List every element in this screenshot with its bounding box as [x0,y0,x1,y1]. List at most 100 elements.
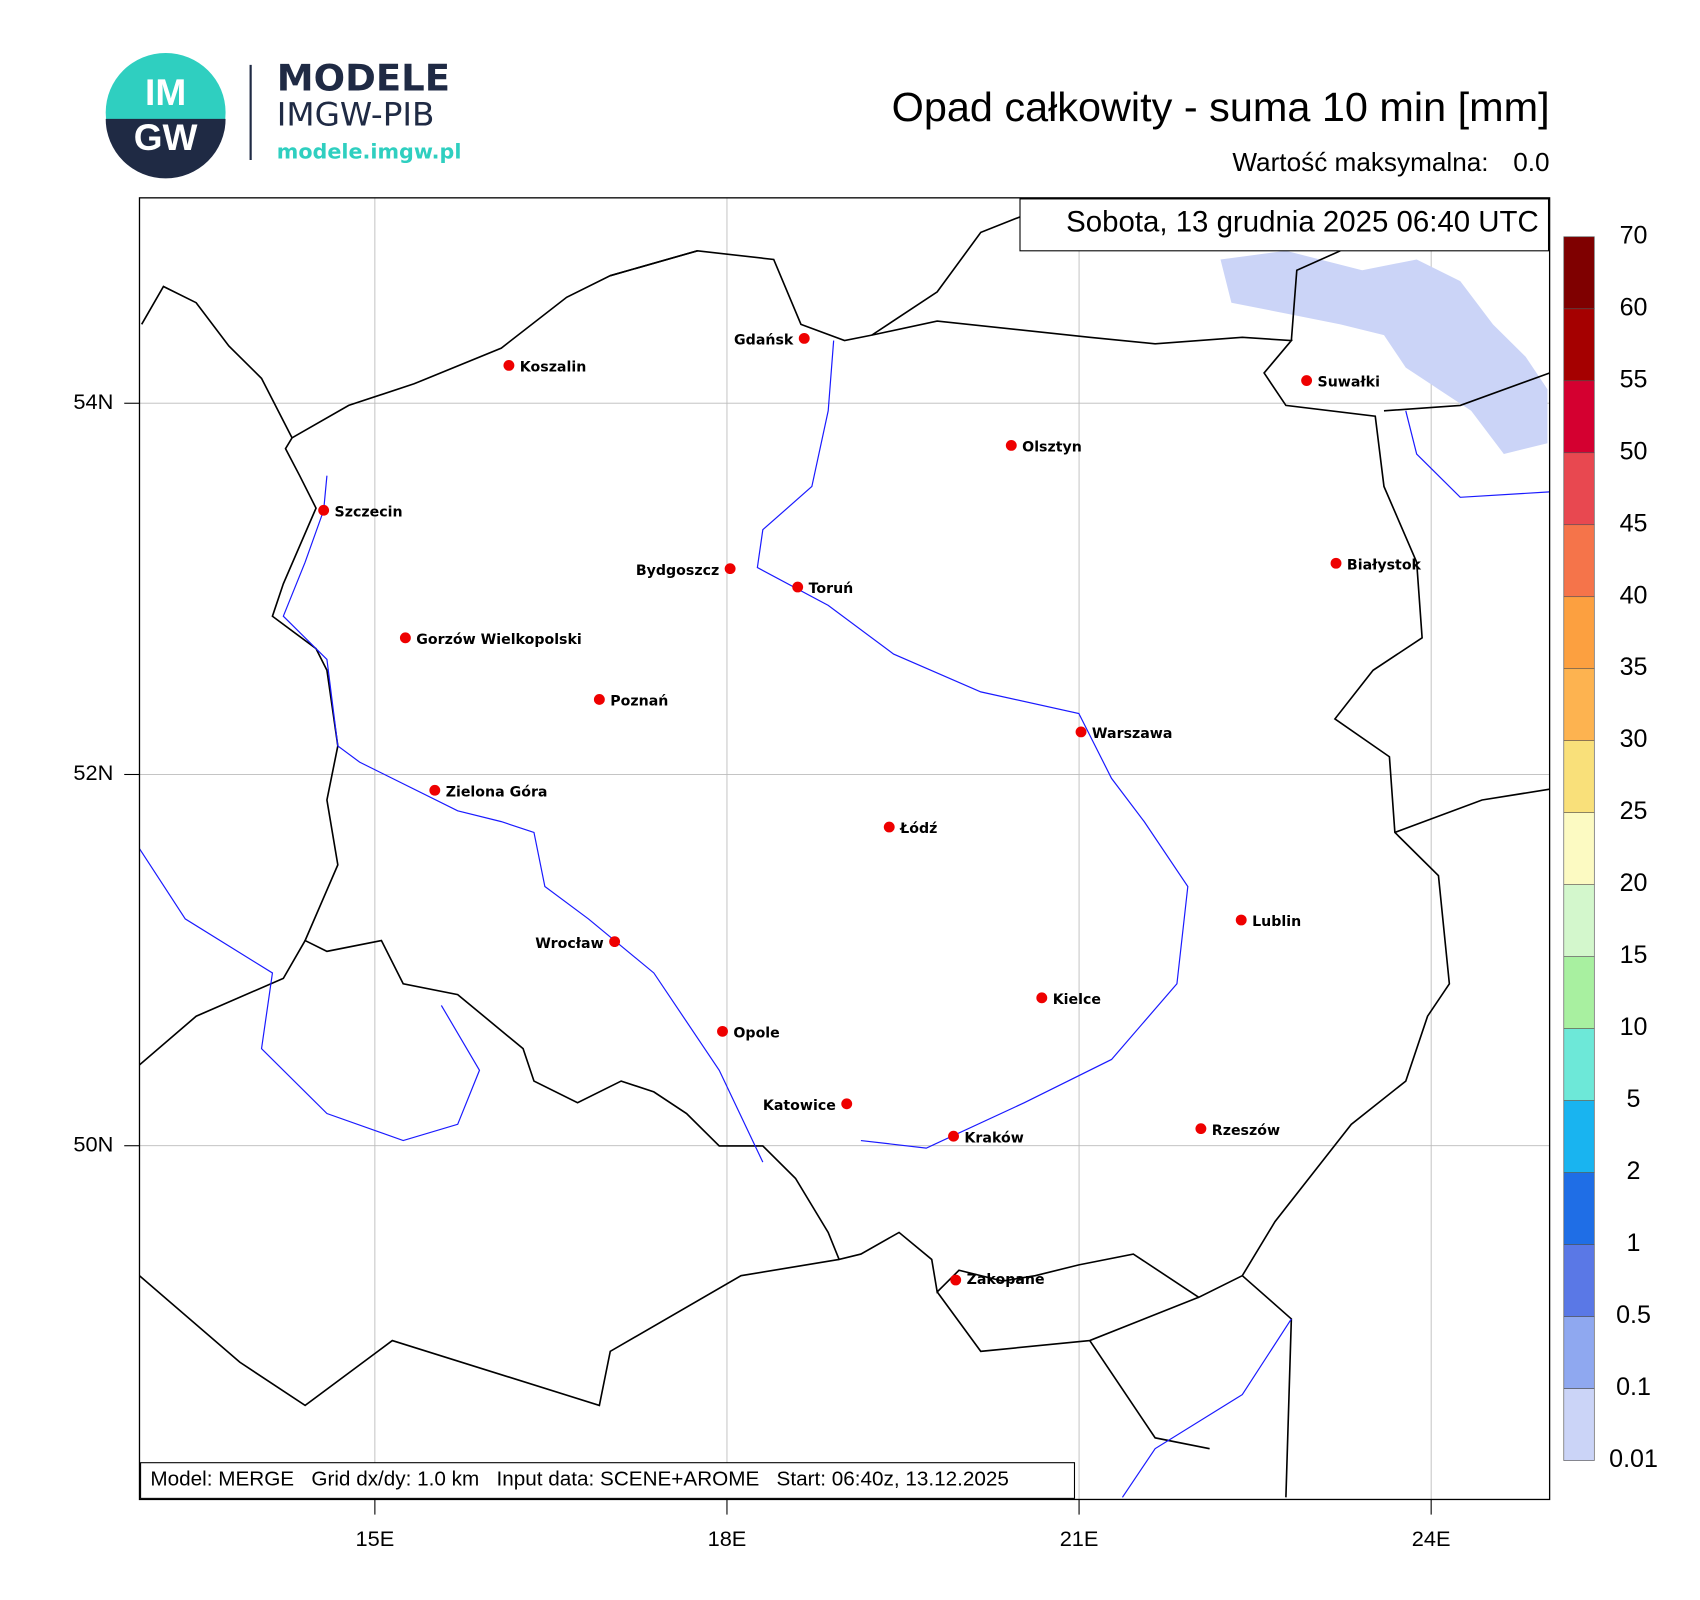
coast [140,210,1036,439]
lat-tick-label: 54N [73,389,113,414]
city-label: Warszawa [1092,726,1173,742]
city-label: Kielce [1053,992,1101,1008]
city: Zakopane [950,1272,1045,1288]
lon-tick-label: 21E [1060,1526,1099,1551]
city-label: Gdańsk [734,333,794,349]
city-dot [503,360,515,371]
city-label: Szczecin [335,504,403,520]
colorbar-label: 10 [1620,1013,1648,1041]
city: Gorzów Wielkopolski [399,632,582,648]
lat-tick-label: 52N [73,760,113,785]
city-dot [798,332,810,344]
city-label: Łódź [899,821,937,837]
city-dot [792,581,804,593]
colorbar-label: 1 [1627,1229,1641,1257]
colorbar-segment [1563,812,1595,885]
colorbar-segment [1563,380,1595,454]
colorbar-segment [1563,1028,1595,1101]
colorbar-label: 15 [1620,941,1648,969]
city-label: Olsztyn [1022,440,1082,456]
city-dot [609,936,621,948]
city-label: Poznań [610,694,668,710]
colorbar-label: 30 [1620,725,1648,753]
city: Kielce [1036,992,1101,1008]
city: Poznań [593,694,668,710]
lon-tick-label: 15E [355,1526,394,1551]
city-label: Suwałki [1318,375,1380,391]
city: Gdańsk [734,333,810,349]
vistula [756,340,1189,1149]
city-dot [883,821,895,833]
city-dot [318,504,330,516]
colorbar-label: 0.1 [1616,1373,1651,1401]
city-label: Toruń [809,581,854,597]
city: Warszawa [1075,726,1173,742]
colorbar-label: 2 [1627,1157,1641,1185]
colorbar-label: 25 [1620,797,1648,825]
city-dot [1330,557,1342,569]
city: Koszalin [503,360,586,376]
colorbar-label: 0.5 [1616,1301,1651,1329]
city-label: Zielona Góra [446,784,548,800]
map-layer: Gdańsk Koszalin Szczecin Suwałki Olsztyn… [139,210,1550,1498]
oder [282,475,764,1163]
max-label: Wartość maksymalna: [1232,147,1488,177]
colorbar-segment [1563,452,1595,526]
city-dot [717,1025,728,1037]
city-label: Wrocław [535,936,603,952]
colorbar-label: 60 [1620,293,1648,321]
logo-url: modele.imgw.pl [277,139,462,163]
colorbar-label: 5 [1627,1085,1641,1113]
city-label: Katowice [763,1098,836,1114]
logo-name: MODELE [277,57,450,100]
grid-layer [139,197,1550,1500]
city-label: Zakopane [967,1272,1045,1288]
country-border [139,250,1550,1498]
colorbar-label: 70 [1620,221,1648,249]
footer: Model: MERGE Grid dx/dy: 1.0 km Input da… [150,1468,1009,1491]
logo-im: IM [145,72,186,113]
city-label: Kraków [964,1130,1023,1146]
footer-box [140,1462,1076,1499]
colorbar-segment [1563,308,1595,382]
poland-border [271,249,1451,1299]
city: Toruń [792,581,853,597]
city-dot [593,694,605,705]
river [139,410,1550,1498]
city-label: Rzeszów [1212,1123,1280,1139]
city: Wrocław [535,936,621,952]
city: Katowice [763,1098,853,1114]
colorbar-segment [1563,668,1595,741]
city: Rzeszów [1195,1123,1280,1139]
city-label: Lublin [1252,914,1301,930]
logo-gw: GW [134,117,198,158]
colorbar-segment [1563,1244,1595,1317]
city-dot [1235,914,1247,926]
lat-tick-label: 50N [73,1132,113,1157]
colorbar-label: 0.01 [1609,1445,1658,1473]
city-dot [1301,375,1313,386]
city-label: Opole [733,1026,779,1042]
city: Opole [717,1025,780,1042]
colorbar-label: 55 [1620,365,1648,393]
colorbar-segment [1563,524,1595,598]
lon-tick-label: 18E [708,1526,747,1551]
city: Olsztyn [1005,440,1082,456]
city-label: Bydgoszcz [636,563,719,579]
city: Łódź [883,821,937,837]
logo-org: IMGW-PIB [277,96,435,134]
colorbar-segment [1563,596,1595,670]
colorbar-segment [1563,1100,1595,1173]
colorbar-label: 40 [1620,581,1648,609]
city-dot [1195,1123,1207,1135]
city-label: Gorzów Wielkopolski [416,632,582,648]
city-dot [950,1274,962,1286]
colorbar-label: 20 [1620,869,1648,897]
city: Zielona Góra [429,784,548,800]
city-label: Białystok [1347,557,1422,573]
city-dot [724,563,736,575]
city-layer: Gdańsk Koszalin Szczecin Suwałki Olsztyn… [318,333,1422,1288]
